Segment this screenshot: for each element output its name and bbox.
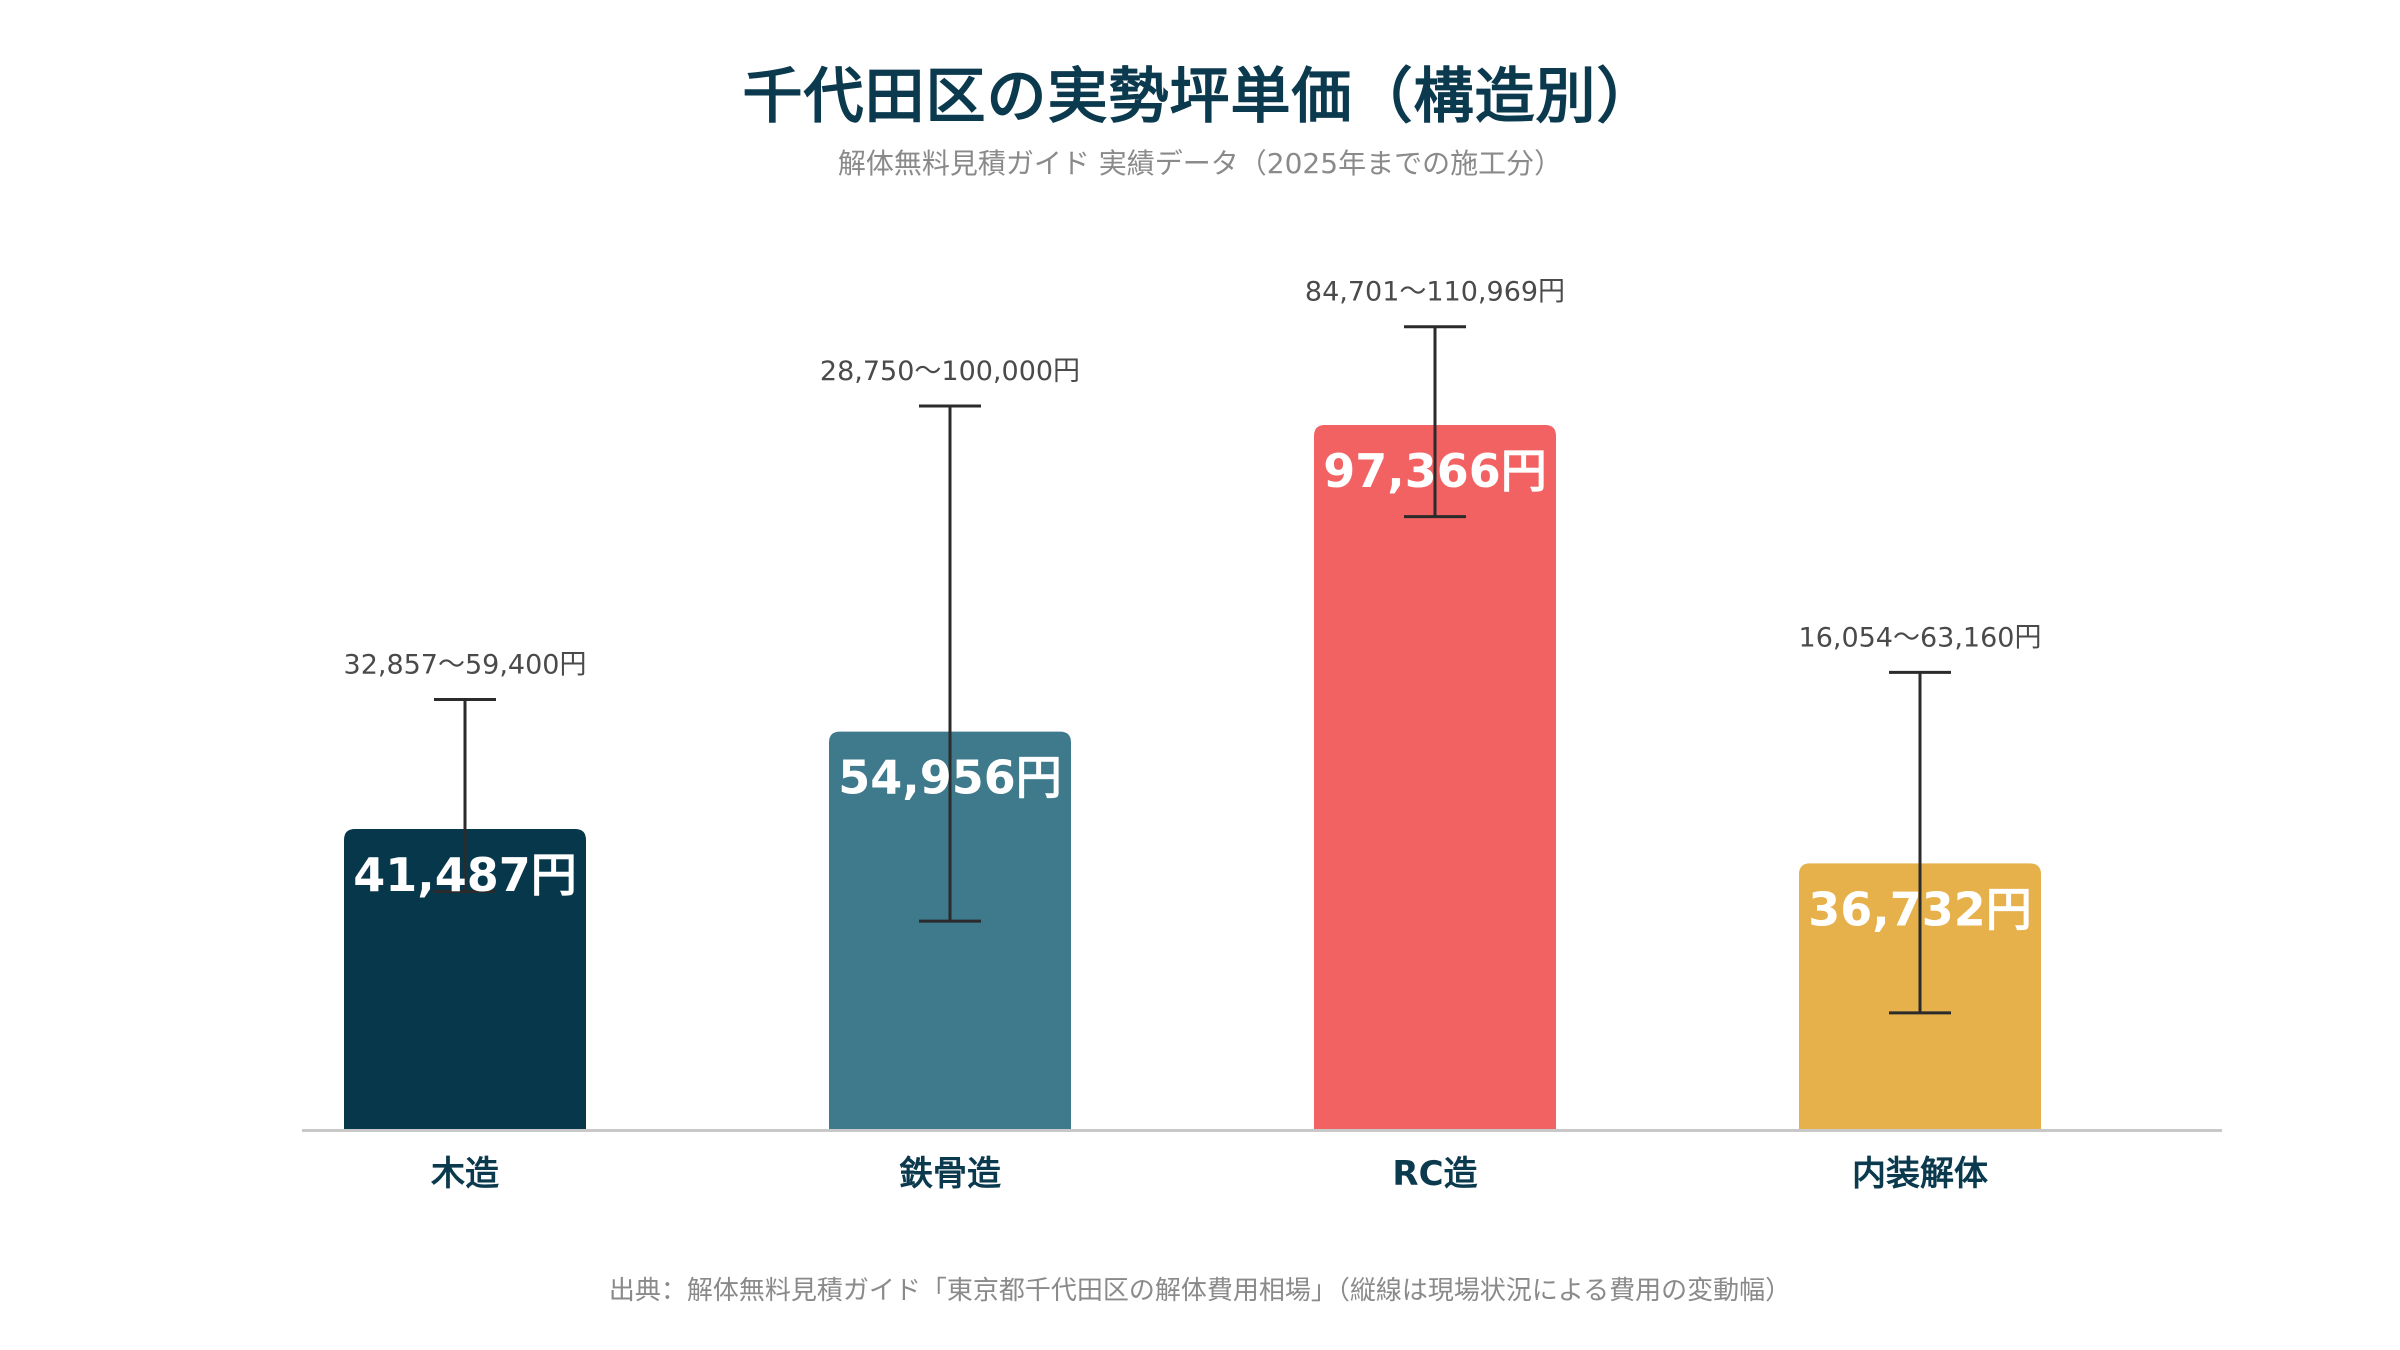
error-bars-layer	[434, 325, 1951, 1015]
bar-value-label: 41,487円	[353, 848, 577, 902]
bar	[1314, 425, 1556, 1129]
range-label: 84,701〜110,969円	[1305, 277, 1565, 308]
category-label: 鉄骨造	[899, 1154, 1001, 1194]
bar-value-label: 36,732円	[1808, 882, 2032, 936]
range-label: 16,054〜63,160円	[1799, 622, 2042, 653]
chart-subtitle: 解体無料見積ガイド 実績データ（2025年までの施工分）	[837, 147, 1563, 180]
bar	[829, 731, 1071, 1129]
range-label: 32,857〜59,400円	[344, 650, 587, 681]
chart-title: 千代田区の実勢坪単価（構造別）	[742, 62, 1658, 132]
bar	[344, 829, 586, 1129]
category-label: 内装解体	[1852, 1154, 1988, 1194]
range-label: 28,750〜100,000円	[820, 356, 1080, 387]
bar-value-label: 97,366円	[1323, 444, 1547, 498]
bars-layer	[344, 425, 2041, 1129]
bar-value-label: 54,956円	[838, 751, 1062, 805]
category-label: 木造	[430, 1154, 499, 1194]
source-note: 出典：解体無料見積ガイド「東京都千代田区の解体費用相場」（縦線は現場状況による費…	[608, 1276, 1792, 1306]
category-label: RC造	[1392, 1154, 1477, 1194]
